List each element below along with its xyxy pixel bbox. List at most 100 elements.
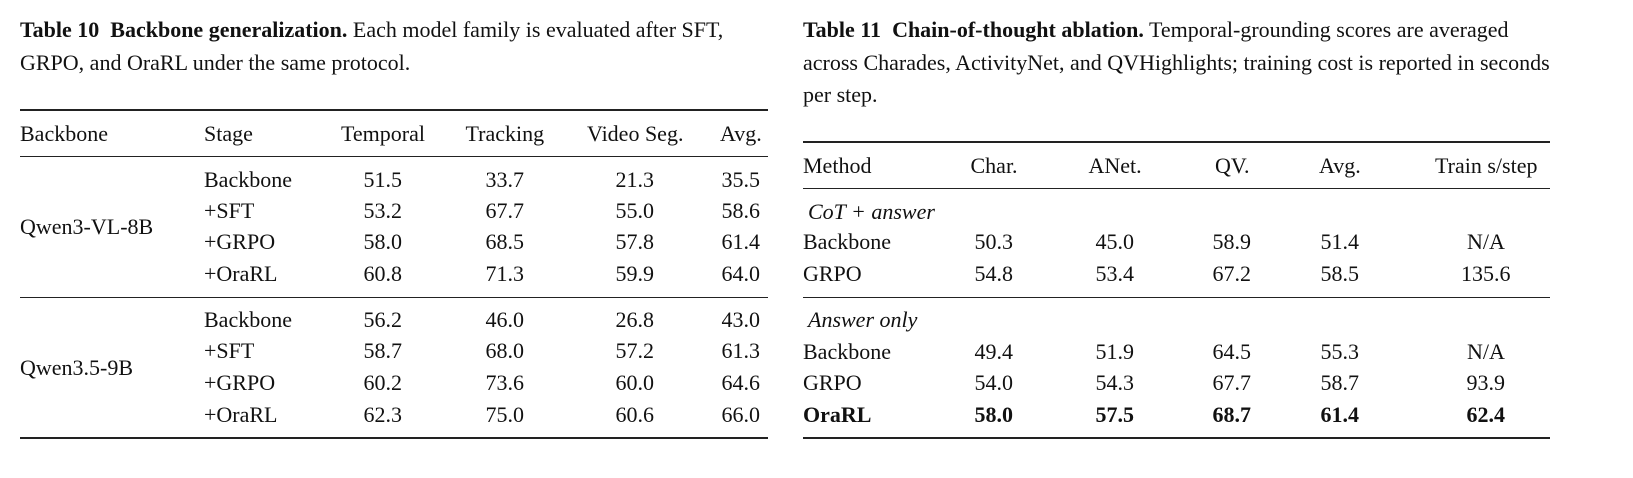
- cell: +SFT: [204, 338, 255, 363]
- column-header: Method: [803, 153, 872, 178]
- cell: N/A: [1467, 229, 1505, 254]
- cell: 64.6: [721, 370, 761, 395]
- table-rule: [20, 437, 768, 439]
- cell: GRPO: [803, 261, 862, 286]
- cell: 58.5: [1320, 261, 1360, 286]
- cell: 61.4: [1320, 402, 1360, 427]
- cell: 61.3: [721, 338, 761, 363]
- cell: 56.2: [363, 307, 403, 332]
- table-label: Table 10: [20, 17, 100, 42]
- caption: Table 11 Chain-of-thought ablation. Temp…: [803, 14, 1553, 112]
- cell: 67.2: [1212, 261, 1252, 286]
- column-header: Avg.: [1319, 153, 1361, 178]
- cell: 26.8: [615, 307, 655, 332]
- table-title: Backbone generalization.: [110, 17, 348, 42]
- column-header: Video Seg.: [587, 121, 684, 146]
- section-label: Answer only: [808, 307, 918, 332]
- column-header: Temporal: [341, 121, 425, 146]
- cell: 51.5: [363, 167, 403, 192]
- cell: +OraRL: [204, 261, 278, 286]
- cell: Backbone: [204, 167, 292, 192]
- cell: 33.7: [485, 167, 525, 192]
- cell: 51.4: [1320, 229, 1360, 254]
- column-header: Tracking: [465, 121, 545, 146]
- group-label: Qwen3.5-9B: [20, 354, 134, 380]
- cell: 60.8: [363, 261, 403, 286]
- table-rule: [803, 188, 1550, 189]
- cell: 35.5: [721, 167, 761, 192]
- cell: 55.3: [1320, 339, 1360, 364]
- cell: 51.9: [1095, 339, 1135, 364]
- cell: Backbone: [803, 339, 891, 364]
- column-header: Char.: [970, 153, 1018, 178]
- cell: 21.3: [615, 167, 655, 192]
- column-header: Stage: [204, 121, 253, 146]
- cell: 135.6: [1461, 261, 1511, 286]
- cell: 62.4: [1466, 402, 1506, 427]
- cell: Backbone: [204, 307, 292, 332]
- cell: +OraRL: [204, 402, 278, 427]
- cell: N/A: [1467, 339, 1505, 364]
- cell: 58.7: [1320, 370, 1360, 395]
- cell: OraRL: [803, 402, 872, 427]
- column-header: ANet.: [1088, 153, 1142, 178]
- cell: 57.5: [1095, 402, 1135, 427]
- cell: 71.3: [485, 261, 525, 286]
- cell: 61.4: [721, 229, 761, 254]
- cell: +GRPO: [204, 370, 276, 395]
- table-rule: [803, 297, 1550, 298]
- cell: 43.0: [721, 307, 761, 332]
- cell: 46.0: [485, 307, 525, 332]
- cell: 55.0: [615, 198, 655, 223]
- cell: 59.9: [615, 261, 655, 286]
- table-rule: [20, 156, 768, 157]
- cell: 53.2: [363, 198, 403, 223]
- cell: 58.6: [721, 198, 761, 223]
- table-rule: [803, 141, 1550, 143]
- cell: Backbone: [803, 229, 891, 254]
- cell: +SFT: [204, 198, 255, 223]
- cell: 67.7: [1212, 370, 1252, 395]
- cell: 66.0: [721, 402, 761, 427]
- cell: 60.0: [615, 370, 655, 395]
- cell: 54.8: [974, 261, 1014, 286]
- column-header: Train s/step: [1435, 153, 1538, 178]
- caption-text: Temporal-grounding scores are averaged a…: [803, 17, 1550, 107]
- cell: 60.2: [363, 370, 403, 395]
- cell: GRPO: [803, 370, 862, 395]
- cell: 58.0: [363, 229, 403, 254]
- cell: 75.0: [485, 402, 525, 427]
- column-header: QV.: [1215, 153, 1250, 178]
- cell: 58.9: [1212, 229, 1252, 254]
- column-header: Backbone: [20, 121, 108, 146]
- cell: 93.9: [1466, 370, 1506, 395]
- cell: 57.2: [615, 338, 655, 363]
- cell: 64.5: [1212, 339, 1252, 364]
- caption: Table 10 Backbone generalization. Each m…: [20, 14, 770, 79]
- cell: 67.7: [485, 198, 525, 223]
- table-rule: [803, 437, 1550, 439]
- cell: 68.0: [485, 338, 525, 363]
- cell: 49.4: [974, 339, 1014, 364]
- cell: 54.0: [974, 370, 1014, 395]
- cell: 64.0: [721, 261, 761, 286]
- column-header: Avg.: [720, 121, 762, 146]
- cell: 60.6: [615, 402, 655, 427]
- cell: 58.7: [363, 338, 403, 363]
- cell: 73.6: [485, 370, 525, 395]
- cell: 68.5: [485, 229, 525, 254]
- caption-text: Each model family is evaluated after SFT…: [20, 17, 724, 75]
- section-label: CoT + answer: [808, 199, 935, 224]
- cell: 57.8: [615, 229, 655, 254]
- cell: 50.3: [974, 229, 1014, 254]
- cell: 62.3: [363, 402, 403, 427]
- table-rule: [20, 297, 768, 298]
- cell: 45.0: [1095, 229, 1135, 254]
- group-label: Qwen3-VL-8B: [20, 214, 154, 239]
- table-title: Chain-of-thought ablation.: [892, 17, 1144, 42]
- cell: 53.4: [1095, 261, 1135, 286]
- cell: +GRPO: [204, 229, 276, 254]
- cell: 54.3: [1095, 370, 1135, 395]
- table-label: Table 11: [803, 17, 882, 42]
